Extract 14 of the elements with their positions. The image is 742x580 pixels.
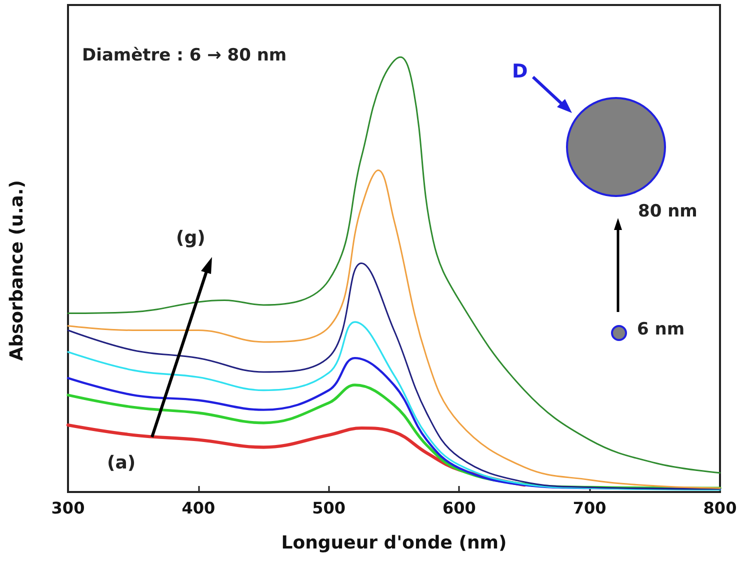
annotation: Diamètre : 6 → 80 nm: [82, 46, 287, 66]
annotation: 6 nm: [637, 320, 685, 340]
x-tick-label: 700: [572, 498, 606, 518]
annotation: D: [512, 60, 528, 82]
x-tick-label: 300: [51, 498, 85, 518]
x-tick-label: 400: [182, 498, 216, 518]
x-tick-label: 600: [442, 498, 476, 518]
annotation: (g): [176, 228, 206, 248]
x-tick-label: 500: [312, 498, 346, 518]
x-axis-title: Longueur d'onde (nm): [281, 532, 507, 554]
y-axis-title: Absorbance (u.a.): [6, 180, 28, 361]
annotation: (a): [107, 452, 136, 474]
annotation: 80 nm: [638, 202, 698, 222]
x-tick-label: 800: [703, 498, 737, 518]
